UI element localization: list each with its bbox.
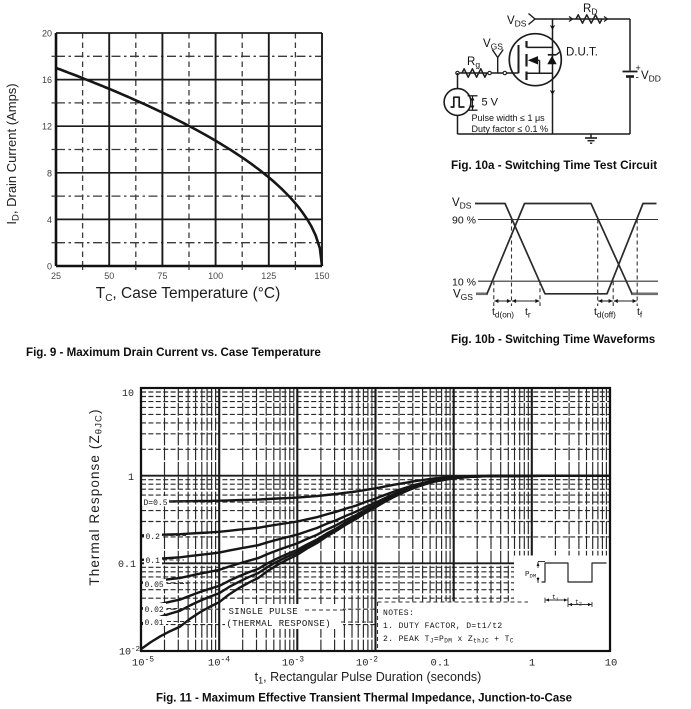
svg-text:D.U.T.: D.U.T. <box>566 47 598 59</box>
svg-text:25: 25 <box>51 271 61 281</box>
svg-text:10: 10 <box>122 389 134 400</box>
svg-text:tr: tr <box>525 306 531 319</box>
svg-text:Pulse width ≤ 1 μs: Pulse width ≤ 1 μs <box>472 113 546 123</box>
svg-text:+: + <box>636 63 641 73</box>
svg-text:1: 1 <box>128 473 134 484</box>
svg-text:10 %: 10 % <box>452 277 476 289</box>
svg-text:VDS: VDS <box>452 197 472 210</box>
svg-text:10-2: 10-2 <box>356 656 378 670</box>
svg-text:0.01: 0.01 <box>145 619 164 628</box>
svg-text:Fig. 9 - Maximum Drain Current: Fig. 9 - Maximum Drain Current vs. Case … <box>26 346 321 359</box>
svg-text:VGS: VGS <box>453 289 473 302</box>
svg-text:12: 12 <box>42 122 52 132</box>
svg-text:0.02: 0.02 <box>145 606 164 615</box>
svg-text:125: 125 <box>261 271 276 281</box>
svg-text:8: 8 <box>47 168 52 178</box>
svg-text:Rg: Rg <box>467 56 480 69</box>
svg-text:10: 10 <box>605 658 618 670</box>
svg-text:75: 75 <box>157 271 167 281</box>
svg-text:VDD: VDD <box>641 70 661 83</box>
svg-text:tf: tf <box>637 306 643 319</box>
svg-text:10-4: 10-4 <box>208 656 230 670</box>
svg-text:10-3: 10-3 <box>282 656 304 670</box>
svg-text:150: 150 <box>314 271 329 281</box>
svg-text:Fig. 11 - Maximum Effective Tr: Fig. 11 - Maximum Effective Transient Th… <box>156 693 572 705</box>
svg-text:td(on): td(on) <box>492 306 514 319</box>
svg-text:-: - <box>636 73 639 84</box>
svg-text:td(off): td(off) <box>594 306 616 319</box>
svg-text:Duty factor ≤ 0.1 %: Duty factor ≤ 0.1 % <box>472 124 548 134</box>
svg-text:ID​, Drain Current (Amps): ID​, Drain Current (Amps) <box>4 83 22 224</box>
svg-text:t2: t2 <box>575 599 582 607</box>
svg-text:SINGLE PULSE: SINGLE PULSE <box>229 607 299 617</box>
svg-text:20: 20 <box>42 29 52 39</box>
svg-text:Fig. 10a - Switching Time Test: Fig. 10a - Switching Time Test Circuit <box>451 159 657 172</box>
svg-text:Thermal Response (ZθJC​): Thermal Response (ZθJC​) <box>87 408 105 585</box>
svg-text:VDS: VDS <box>507 15 527 28</box>
svg-text:D=0.5: D=0.5 <box>144 499 168 508</box>
svg-text:t1​, Rectangular Pulse Duratio: t1​, Rectangular Pulse Duration (seconds… <box>255 670 482 686</box>
svg-text:0.2: 0.2 <box>146 533 161 542</box>
svg-text:1. DUTY FACTOR, D=t1/t2: 1. DUTY FACTOR, D=t1/t2 <box>383 622 503 631</box>
svg-text:0.1: 0.1 <box>146 557 161 566</box>
svg-text:100: 100 <box>208 271 223 281</box>
svg-text:0.05: 0.05 <box>145 581 164 590</box>
svg-text:Fig. 10b - Switching Time Wave: Fig. 10b - Switching Time Waveforms <box>451 333 655 346</box>
svg-text:0: 0 <box>47 262 52 272</box>
svg-text:NOTES:: NOTES: <box>383 609 414 618</box>
svg-text:RD: RD <box>583 3 597 16</box>
svg-text:4: 4 <box>47 215 52 225</box>
svg-text:1: 1 <box>529 658 535 670</box>
svg-text:50: 50 <box>104 271 114 281</box>
svg-text:90 %: 90 % <box>452 215 476 227</box>
svg-text:t1: t1 <box>552 594 559 602</box>
svg-text:PDM: PDM <box>525 571 536 580</box>
svg-text:0.1: 0.1 <box>431 658 450 670</box>
svg-text:2. PEAK TJ​=PDM​ x ZthJC​ + TC: 2. PEAK TJ​=PDM​ x ZthJC​ + TC <box>383 635 514 645</box>
svg-text:(THERMAL RESPONSE): (THERMAL RESPONSE) <box>227 619 331 629</box>
svg-text:0.1: 0.1 <box>118 560 136 571</box>
svg-text:5 V: 5 V <box>482 97 499 109</box>
svg-text:VGS: VGS <box>483 38 503 51</box>
svg-text:10-5: 10-5 <box>132 656 154 670</box>
svg-text:TC​, Case Temperature (°C): TC​, Case Temperature (°C) <box>96 285 281 304</box>
svg-text:16: 16 <box>42 75 52 85</box>
